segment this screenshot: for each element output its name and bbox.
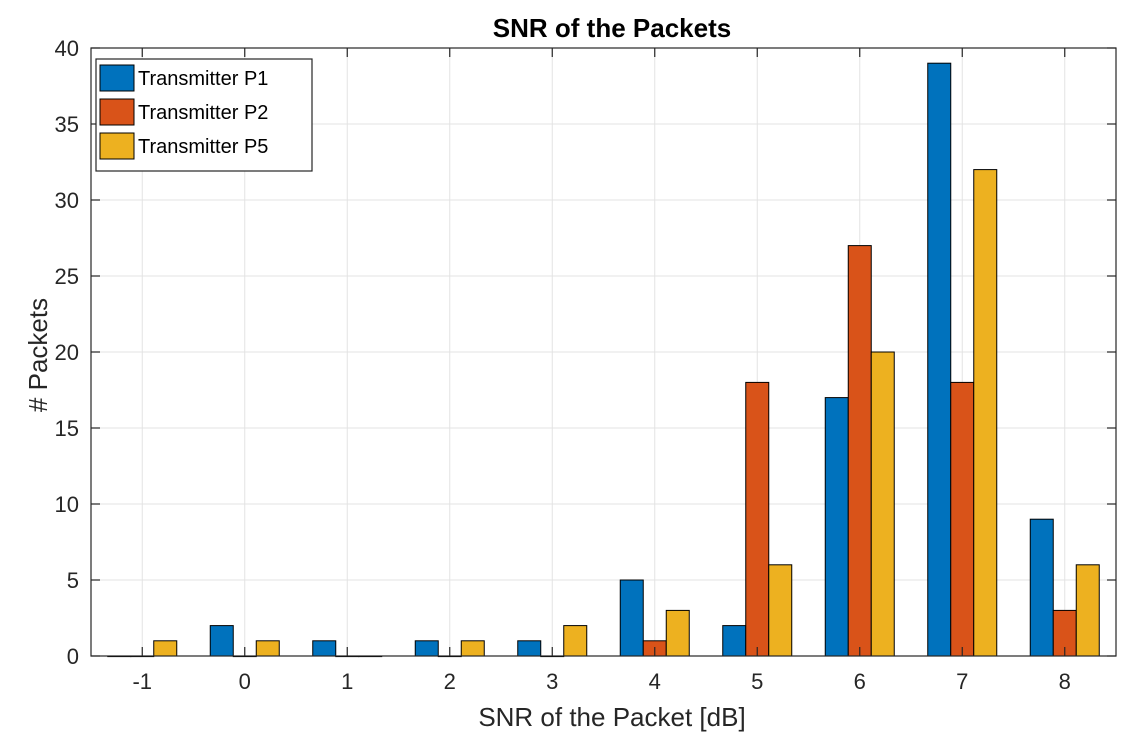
bar-transmitter-p2-7 — [950, 381, 975, 657]
x-axis-label: SNR of the Packet [dB] — [478, 702, 745, 732]
bar-transmitter-p5-3 — [563, 625, 588, 657]
axis-ticks: 0 5 10 15 20 25 30 35 40 -1 0 1 2 3 4 5 6 7 8 — [55, 36, 1116, 694]
bar-transmitter-p1-7 — [927, 62, 952, 657]
y-tick-label: 0 — [67, 644, 79, 669]
bar-transmitter-p5-7 — [973, 169, 998, 657]
x-tick-label: 3 — [546, 669, 558, 694]
bar-transmitter-p2-6 — [847, 245, 872, 657]
x-tick-label: -1 — [132, 669, 152, 694]
legend-swatch — [99, 132, 135, 160]
x-tick-label: 5 — [751, 669, 763, 694]
x-tick-label: 2 — [444, 669, 456, 694]
bar-transmitter-p5-5 — [768, 564, 793, 657]
x-tick-label: 4 — [649, 669, 661, 694]
legend-swatch — [99, 64, 135, 92]
legend-label: Transmitter P2 — [138, 102, 268, 124]
bar-transmitter-p1-5 — [722, 625, 747, 657]
bar-transmitter-p1-8 — [1029, 518, 1054, 657]
y-tick-label: 10 — [55, 492, 79, 517]
y-tick-label: 35 — [55, 112, 79, 137]
bar-transmitter-p1-1 — [312, 640, 337, 657]
y-tick-label: 40 — [55, 36, 79, 61]
y-tick-label: 30 — [55, 188, 79, 213]
x-tick-label: 7 — [956, 669, 968, 694]
bar-transmitter-p5-0 — [255, 640, 280, 657]
y-tick-label: 5 — [67, 568, 79, 593]
legend-swatch — [99, 98, 135, 126]
bar-transmitter-p5-8 — [1075, 564, 1100, 657]
bar-transmitter-p1-4 — [619, 579, 644, 657]
y-tick-label: 15 — [55, 416, 79, 441]
y-tick-label: 25 — [55, 264, 79, 289]
x-tick-label: 0 — [239, 669, 251, 694]
legend-label: Transmitter P5 — [138, 136, 268, 158]
bar-transmitter-p1-0 — [209, 625, 234, 657]
bar-transmitter-p1-3 — [517, 640, 542, 657]
bar-transmitter-p5-6 — [870, 351, 895, 657]
x-tick-label: 8 — [1059, 669, 1071, 694]
bar-transmitter-p5--1 — [153, 640, 178, 657]
chart-title: SNR of the Packets — [493, 13, 731, 43]
legend-label: Transmitter P1 — [138, 68, 268, 90]
bars — [107, 62, 1100, 658]
legend: Transmitter P1 Transmitter P2 Transmitter … — [95, 58, 313, 172]
y-tick-label: 20 — [55, 340, 79, 365]
x-tick-label: 6 — [854, 669, 866, 694]
y-axis-label: # Packets — [23, 298, 53, 412]
bar-transmitter-p2-5 — [745, 381, 770, 657]
bar-transmitter-p5-2 — [460, 640, 485, 657]
bar-transmitter-p1-6 — [824, 397, 849, 657]
x-tick-label: 1 — [341, 669, 353, 694]
bar-transmitter-p5-4 — [665, 609, 690, 657]
bar-transmitter-p1-2 — [414, 640, 439, 657]
